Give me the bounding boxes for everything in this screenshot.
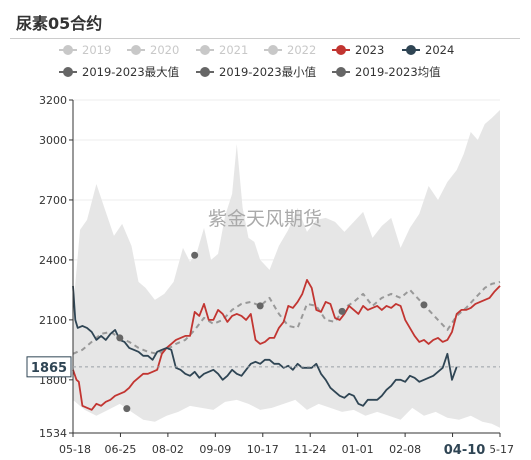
avg-series-line [72, 280, 501, 355]
avg-marker [420, 301, 428, 309]
y-tick-label: 2100 [39, 314, 67, 327]
legend-item-2022[interactable]: 2022 [264, 43, 316, 57]
title-divider [10, 38, 520, 39]
legend-circle-icon [63, 45, 73, 55]
avg-marker [338, 307, 346, 315]
x-tick-label: 5-17 [489, 443, 514, 456]
legend-label: 2019-2023均值 [355, 65, 441, 79]
y-tick-label: 2400 [39, 254, 67, 267]
legend-item-2023[interactable]: 2023 [332, 43, 384, 57]
legend-circle-icon [131, 45, 141, 55]
legend-circle-icon [200, 45, 210, 55]
x-tick-label: 05-18 [59, 443, 91, 456]
legend-item-2024[interactable]: 2024 [402, 43, 454, 57]
legend-item-2019-2023最大值[interactable]: 2019-2023最大值 [59, 65, 180, 79]
y-tick-label: 3200 [39, 94, 67, 107]
legend-item-2019-2023最小值[interactable]: 2019-2023最小值 [196, 65, 317, 79]
max-marker [191, 251, 199, 259]
x-tick-label: 01-01 [342, 443, 374, 456]
x-axis-pointer-box [438, 437, 491, 459]
series-2024-line [72, 285, 458, 407]
avg-marker [256, 302, 264, 310]
x-axis-pointer-label: 04-10 [444, 443, 486, 458]
legend-circle-icon [200, 67, 210, 77]
chart-title: 尿素05合约 [16, 14, 103, 33]
legend-label: 2021 [219, 43, 248, 57]
legend-item-2019[interactable]: 2019 [59, 43, 111, 57]
y-axis-pointer-label: 1865 [31, 361, 67, 376]
legend-label: 2019-2023最大值 [82, 65, 180, 79]
legend-label: 2024 [425, 43, 454, 57]
y-tick-label: 3000 [39, 134, 67, 147]
legend-circle-icon [406, 45, 416, 55]
legend-circle-icon [63, 67, 73, 77]
x-tick-label: 10-17 [247, 443, 279, 456]
legend-label: 2020 [150, 43, 179, 57]
y-axis-pointer-box [26, 356, 72, 378]
legend-item-2021[interactable]: 2021 [196, 43, 248, 57]
legend-label: 2022 [287, 43, 316, 57]
x-tick-label: 08-02 [152, 443, 184, 456]
series-2023-line [72, 279, 501, 411]
max-min-band [73, 109, 500, 428]
legend-item-2020[interactable]: 2020 [127, 43, 179, 57]
y-tick-label: 2700 [39, 194, 67, 207]
legend-circle-icon [336, 45, 346, 55]
legend-label: 2019 [82, 43, 111, 57]
legend-circle-icon [268, 45, 278, 55]
avg-marker [116, 334, 124, 342]
x-tick-label: 09-09 [199, 443, 231, 456]
legend-label: 2019-2023最小值 [219, 65, 317, 79]
watermark: 紫金天风期货 [208, 208, 322, 230]
x-tick-label: 11-24 [294, 443, 326, 456]
legend-circle-icon [336, 67, 346, 77]
legend-item-2019-2023均值[interactable]: 2019-2023均值 [332, 65, 441, 79]
y-tick-label: 1534 [39, 427, 67, 440]
x-tick-label: 06-25 [104, 443, 136, 456]
legend-label: 2023 [355, 43, 384, 57]
x-tick-label: 02-08 [389, 443, 421, 456]
legend: 2019 2020 2021 2022 2023 2024 2019-2023最大值 2019… [59, 43, 454, 79]
min-marker [123, 405, 131, 413]
